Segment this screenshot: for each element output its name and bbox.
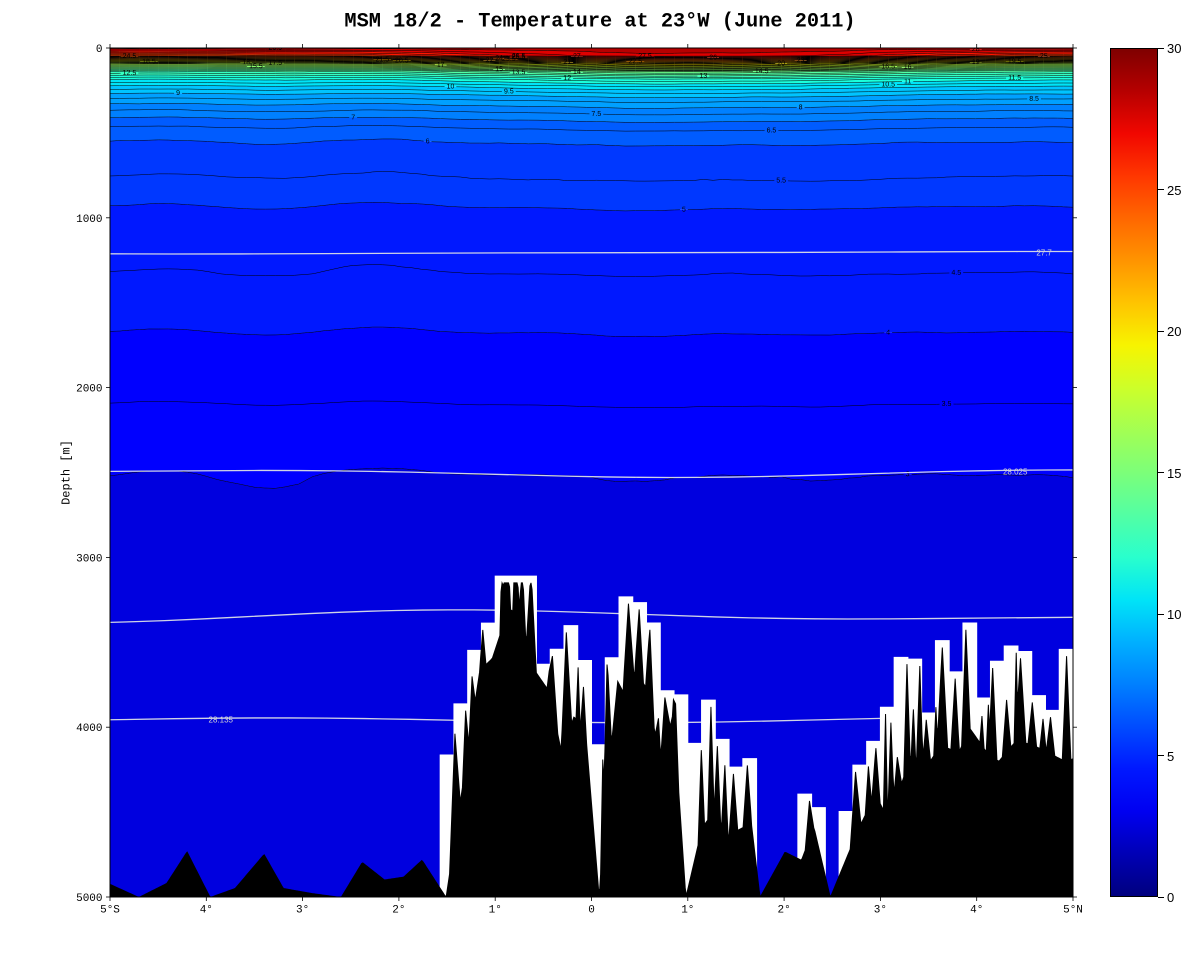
svg-text:20.5: 20.5 [395, 57, 409, 64]
svg-text:4.5: 4.5 [951, 270, 961, 277]
svg-text:6: 6 [425, 138, 430, 145]
svg-text:15: 15 [495, 66, 503, 73]
svg-text:27: 27 [573, 53, 581, 60]
svg-text:10: 10 [447, 83, 455, 90]
svg-text:24.5: 24.5 [123, 53, 137, 60]
svg-text:27.5: 27.5 [638, 53, 652, 60]
svg-text:20: 20 [777, 60, 785, 67]
svg-text:28.135: 28.135 [209, 715, 234, 724]
svg-text:2000: 2000 [76, 384, 102, 396]
svg-text:26: 26 [709, 55, 717, 62]
svg-text:0: 0 [588, 904, 595, 916]
svg-text:13.5: 13.5 [512, 69, 526, 76]
svg-text:5: 5 [682, 206, 686, 213]
svg-text:16: 16 [904, 64, 912, 71]
svg-text:4: 4 [886, 330, 890, 337]
svg-text:15.5: 15.5 [249, 63, 263, 70]
svg-text:Depth [m]: Depth [m] [60, 440, 74, 505]
svg-text:4000: 4000 [76, 723, 102, 735]
svg-text:22: 22 [485, 57, 493, 64]
svg-text:11.5: 11.5 [1008, 75, 1021, 82]
svg-text:11: 11 [904, 78, 911, 85]
svg-text:19.5: 19.5 [1008, 58, 1022, 65]
svg-text:3.5: 3.5 [942, 401, 952, 408]
svg-text:26.5: 26.5 [512, 53, 526, 60]
svg-text:18: 18 [242, 59, 250, 66]
svg-text:21: 21 [563, 59, 571, 66]
svg-text:3°: 3° [296, 904, 309, 916]
svg-text:28.025: 28.025 [1003, 468, 1028, 477]
svg-text:3°: 3° [874, 904, 887, 916]
svg-text:23: 23 [797, 57, 805, 64]
svg-text:9: 9 [176, 90, 180, 97]
svg-text:5°N: 5°N [1063, 904, 1083, 916]
svg-text:9.5: 9.5 [504, 88, 514, 95]
svg-text:1°: 1° [681, 904, 694, 916]
svg-text:4°: 4° [200, 904, 213, 916]
svg-text:2°: 2° [777, 904, 790, 916]
svg-text:5°S: 5°S [100, 904, 120, 916]
svg-text:0: 0 [96, 44, 103, 56]
svg-text:24: 24 [495, 55, 503, 62]
svg-text:19: 19 [972, 59, 980, 66]
svg-text:8: 8 [799, 104, 803, 111]
svg-text:18.5: 18.5 [142, 59, 156, 66]
svg-text:5.5: 5.5 [776, 177, 786, 184]
svg-text:7.5: 7.5 [591, 111, 601, 118]
svg-text:6.5: 6.5 [767, 127, 777, 134]
svg-text:12: 12 [563, 75, 571, 82]
svg-text:14.5: 14.5 [755, 68, 769, 75]
svg-text:21.5: 21.5 [376, 56, 390, 63]
svg-text:12.5: 12.5 [123, 70, 137, 77]
svg-text:10.5: 10.5 [881, 81, 895, 88]
svg-text:27.7: 27.7 [1036, 249, 1052, 258]
svg-text:25: 25 [1040, 53, 1048, 60]
svg-text:16.5: 16.5 [881, 63, 895, 70]
svg-text:2°: 2° [392, 904, 405, 916]
svg-text:7: 7 [351, 114, 355, 121]
svg-text:8.5: 8.5 [1029, 96, 1039, 103]
svg-text:MSM 18/2 - Temperature at 23°W: MSM 18/2 - Temperature at 23°W (June 201… [344, 10, 855, 33]
svg-text:5000: 5000 [76, 893, 102, 905]
svg-text:3000: 3000 [76, 553, 102, 565]
svg-text:1000: 1000 [76, 214, 102, 226]
svg-text:17.5: 17.5 [269, 60, 283, 67]
svg-text:1°: 1° [489, 904, 502, 916]
svg-text:17: 17 [437, 62, 445, 69]
svg-text:13: 13 [699, 73, 707, 80]
svg-text:4°: 4° [970, 904, 983, 916]
svg-text:14: 14 [573, 69, 581, 76]
